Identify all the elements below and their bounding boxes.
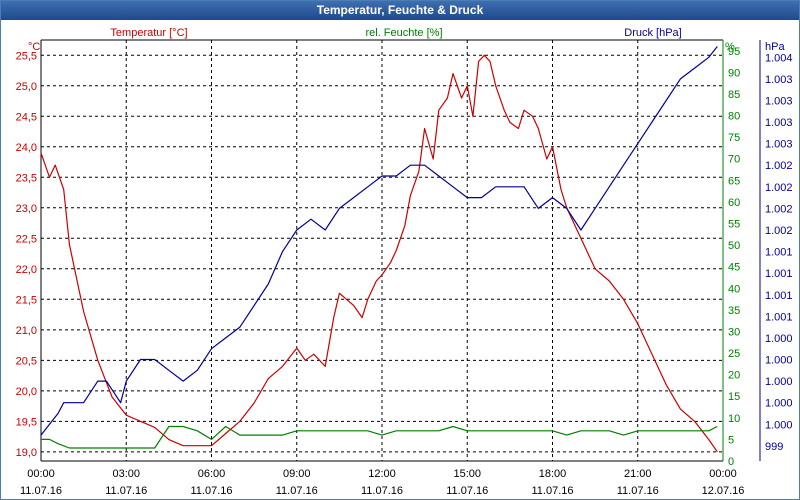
x-tick-date: 12.07.16	[702, 485, 745, 497]
x-tick-date: 11.07.16	[361, 485, 403, 497]
x-tick-time: 00:00	[709, 468, 737, 480]
humidity-tick-label: 90	[728, 67, 740, 79]
pressure-tick-label: 1.003	[765, 74, 793, 86]
pressure-tick-label: 1.003	[765, 139, 793, 151]
humidity-tick-label: 0	[728, 456, 734, 468]
pressure-tick-label: 1.002	[765, 225, 793, 237]
temperature-series-label: Temperatur [°C]	[110, 27, 187, 39]
pressure-unit-label: hPa	[765, 41, 785, 53]
temperature-tick-label: 22,0	[16, 264, 37, 276]
x-tick-date: 11.07.16	[20, 485, 62, 497]
pressure-series-line	[40, 46, 718, 436]
temperature-tick-label: 25,0	[16, 81, 37, 93]
pressure-tick-label: 1.001	[765, 290, 793, 302]
x-tick-date: 11.07.16	[531, 485, 573, 497]
humidity-tick-label: 40	[728, 283, 740, 295]
x-tick-time: 18:00	[539, 468, 567, 480]
temperature-tick-label: 24,5	[16, 111, 37, 123]
pressure-tick-label: 1.001	[765, 247, 793, 259]
pressure-tick-label: 1.000	[765, 419, 793, 431]
pressure-tick-label: 1.000	[765, 333, 793, 345]
temperature-tick-label: 25,5	[16, 50, 37, 62]
pressure-tick-label: 1.002	[765, 203, 793, 215]
pressure-tick-label: 1.002	[765, 182, 793, 194]
humidity-tick-label: 5	[728, 434, 734, 446]
humidity-tick-label: 60	[728, 197, 740, 209]
temperature-unit-label: °C	[28, 41, 40, 53]
pressure-tick-label: 1.000	[765, 355, 793, 367]
temperature-tick-label: 24,0	[16, 142, 37, 154]
x-tick-time: 06:00	[198, 468, 226, 480]
x-tick-date: 11.07.16	[617, 485, 659, 497]
x-tick-time: 21:00	[624, 468, 652, 480]
chart-svg: 00:00 11.07.16 03:00 11.07.16 06:00 11.07.16 0…	[16, 27, 793, 497]
humidity-tick-label: 65	[728, 175, 740, 187]
x-tick-date: 11.07.16	[276, 485, 318, 497]
pressure-tick-label: 1.000	[765, 376, 793, 388]
temperature-tick-label: 21,0	[16, 325, 37, 337]
humidity-tick-label: 10	[728, 413, 740, 425]
series-lines	[40, 46, 718, 453]
humidity-series-label: rel. Feuchte [%]	[365, 27, 442, 39]
temperature-tick-label: 19,5	[16, 416, 37, 428]
pressure-tick-label: 1.000	[765, 398, 793, 410]
x-tick-time: 00:00	[27, 468, 55, 480]
x-tick-time: 09:00	[283, 468, 311, 480]
x-tick-time: 12:00	[368, 468, 396, 480]
pressure-tick-label: 1.002	[765, 160, 793, 172]
humidity-tick-label: 25	[728, 348, 740, 360]
temperature-tick-label: 22,5	[16, 233, 37, 245]
temperature-tick-label: 23,5	[16, 172, 37, 184]
humidity-tick-label: 80	[728, 111, 740, 123]
humidity-tick-label: 55	[728, 219, 740, 231]
chart-title: Temperatur, Feuchte & Druck	[1, 1, 799, 20]
pressure-tick-label: 1.003	[765, 95, 793, 107]
x-tick-time: 15:00	[453, 468, 481, 480]
x-tick-time: 03:00	[112, 468, 140, 480]
humidity-tick-label: 85	[728, 89, 740, 101]
humidity-tick-label: 70	[728, 154, 740, 166]
x-tick-date: 11.07.16	[446, 485, 488, 497]
grid-lines	[41, 40, 723, 461]
temperature-tick-label: 19,0	[16, 447, 37, 459]
pressure-tick-label: 1.004	[765, 52, 793, 64]
temperature-tick-label: 23,0	[16, 203, 37, 215]
temperature-series-line	[40, 54, 718, 453]
humidity-tick-label: 45	[728, 262, 740, 274]
pressure-series-label: Druck [hPa]	[624, 27, 681, 39]
humidity-series-line	[41, 425, 718, 449]
humidity-tick-label: 95	[728, 46, 740, 58]
humidity-tick-label: 50	[728, 240, 740, 252]
x-tick-date: 11.07.16	[105, 485, 147, 497]
pressure-tick-label: 999	[765, 441, 783, 453]
pressure-tick-label: 1.001	[765, 311, 793, 323]
humidity-unit-label: %	[725, 41, 735, 53]
humidity-tick-label: 30	[728, 326, 740, 338]
axes	[40, 39, 761, 462]
x-tick-date: 11.07.16	[190, 485, 232, 497]
temperature-tick-label: 20,0	[16, 386, 37, 398]
humidity-tick-label: 35	[728, 305, 740, 317]
humidity-tick-label: 20	[728, 370, 740, 382]
humidity-tick-label: 75	[728, 132, 740, 144]
humidity-tick-label: 15	[728, 391, 740, 403]
pressure-tick-label: 1.003	[765, 117, 793, 129]
pressure-tick-label: 1.001	[765, 268, 793, 280]
temperature-tick-label: 21,5	[16, 294, 37, 306]
temperature-tick-label: 20,5	[16, 355, 37, 367]
axis-labels: 00:00 11.07.16 03:00 11.07.16 06:00 11.07.16 0…	[16, 27, 793, 497]
